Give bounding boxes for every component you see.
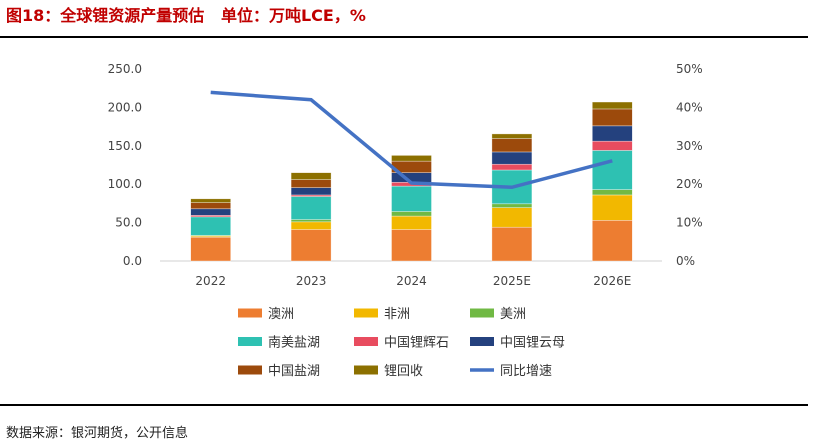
legend-label: 同比增速: [500, 364, 552, 379]
x-tick-label: 2022: [195, 274, 226, 288]
legend-label: 美洲: [500, 307, 526, 322]
bar-segment: [491, 203, 533, 208]
y-tick-label: 200.0: [108, 100, 142, 114]
y2-tick-label: 50%: [676, 62, 703, 76]
y2-tick-label: 20%: [676, 177, 703, 191]
top-divider: [0, 36, 808, 38]
x-tick-label: 2025E: [493, 274, 531, 288]
legend-label: 非洲: [384, 307, 410, 322]
y2-tick-label: 30%: [676, 139, 703, 153]
bar-segment: [491, 226, 533, 262]
bar-segment: [491, 163, 533, 171]
bar-segment: [591, 150, 633, 190]
bar-segment: [391, 229, 432, 262]
legend-swatch: [354, 308, 378, 318]
bar-segment: [290, 172, 332, 180]
bar-segment: [190, 216, 231, 236]
bar-segment: [591, 108, 633, 127]
legend-label: 锂回收: [384, 364, 423, 379]
bar-segment: [190, 236, 231, 262]
chart-title: 图18：全球锂资源产量预估 单位：万吨LCE，%: [6, 6, 366, 25]
bar-segment: [491, 207, 533, 228]
bar-segment: [290, 219, 332, 223]
legend-swatch: [238, 308, 262, 318]
legend-swatch: [238, 337, 262, 346]
bar-segment: [391, 215, 432, 230]
legend-swatch: [354, 337, 378, 346]
bar-segment: [591, 189, 633, 196]
bar-segment: [491, 151, 533, 165]
y-tick-label: 50.0: [115, 216, 142, 230]
y-tick-label: 0.0: [123, 254, 142, 268]
bar-segment: [491, 138, 533, 153]
y-tick-label: 150.0: [108, 139, 142, 153]
legend-label: 南美盐湖: [268, 335, 320, 351]
bar-segment: [190, 208, 231, 216]
bottom-divider: [0, 404, 808, 406]
bar-segment: [591, 194, 633, 221]
bar-segment: [391, 211, 432, 217]
legend-swatch: [354, 365, 378, 375]
legend-swatch: [470, 337, 494, 346]
y2-tick-label: 0%: [676, 254, 695, 268]
source-note: 数据来源：银河期货，公开信息: [6, 426, 189, 441]
x-tick-label: 2024: [396, 274, 427, 288]
y-tick-label: 250.0: [108, 62, 142, 76]
bar-segment: [290, 196, 332, 220]
x-tick-label: 2023: [296, 274, 327, 288]
legend-label: 中国盐湖: [268, 364, 320, 379]
y-tick-label: 100.0: [108, 177, 142, 191]
y2-tick-label: 40%: [676, 100, 703, 114]
bar-segment: [290, 187, 332, 196]
legend-swatch: [470, 308, 494, 318]
bar-segment: [290, 221, 332, 230]
bar-segment: [391, 185, 432, 212]
bar-segment: [190, 198, 231, 203]
legend-swatch: [238, 365, 262, 375]
bar-segment: [190, 202, 231, 210]
x-tick-label: 2026E: [593, 274, 631, 288]
bar-segment: [591, 125, 633, 142]
bar-segment: [391, 155, 432, 162]
bar-segment: [491, 133, 533, 139]
bar-segment: [591, 140, 633, 151]
bar-segment: [290, 229, 332, 262]
y2-tick-label: 10%: [676, 216, 703, 230]
legend-label: 中国锂辉石: [384, 336, 449, 351]
chart: 0.0 50.0 100.0 150.0 200.0 250.0 0% 10% 20% 30% 40…: [108, 62, 703, 379]
legend-label: 中国锂云母: [500, 336, 565, 351]
bar-segment: [591, 219, 633, 262]
legend-label: 澳洲: [268, 306, 294, 322]
bar-segment: [591, 101, 633, 110]
bar-segment: [290, 179, 332, 188]
